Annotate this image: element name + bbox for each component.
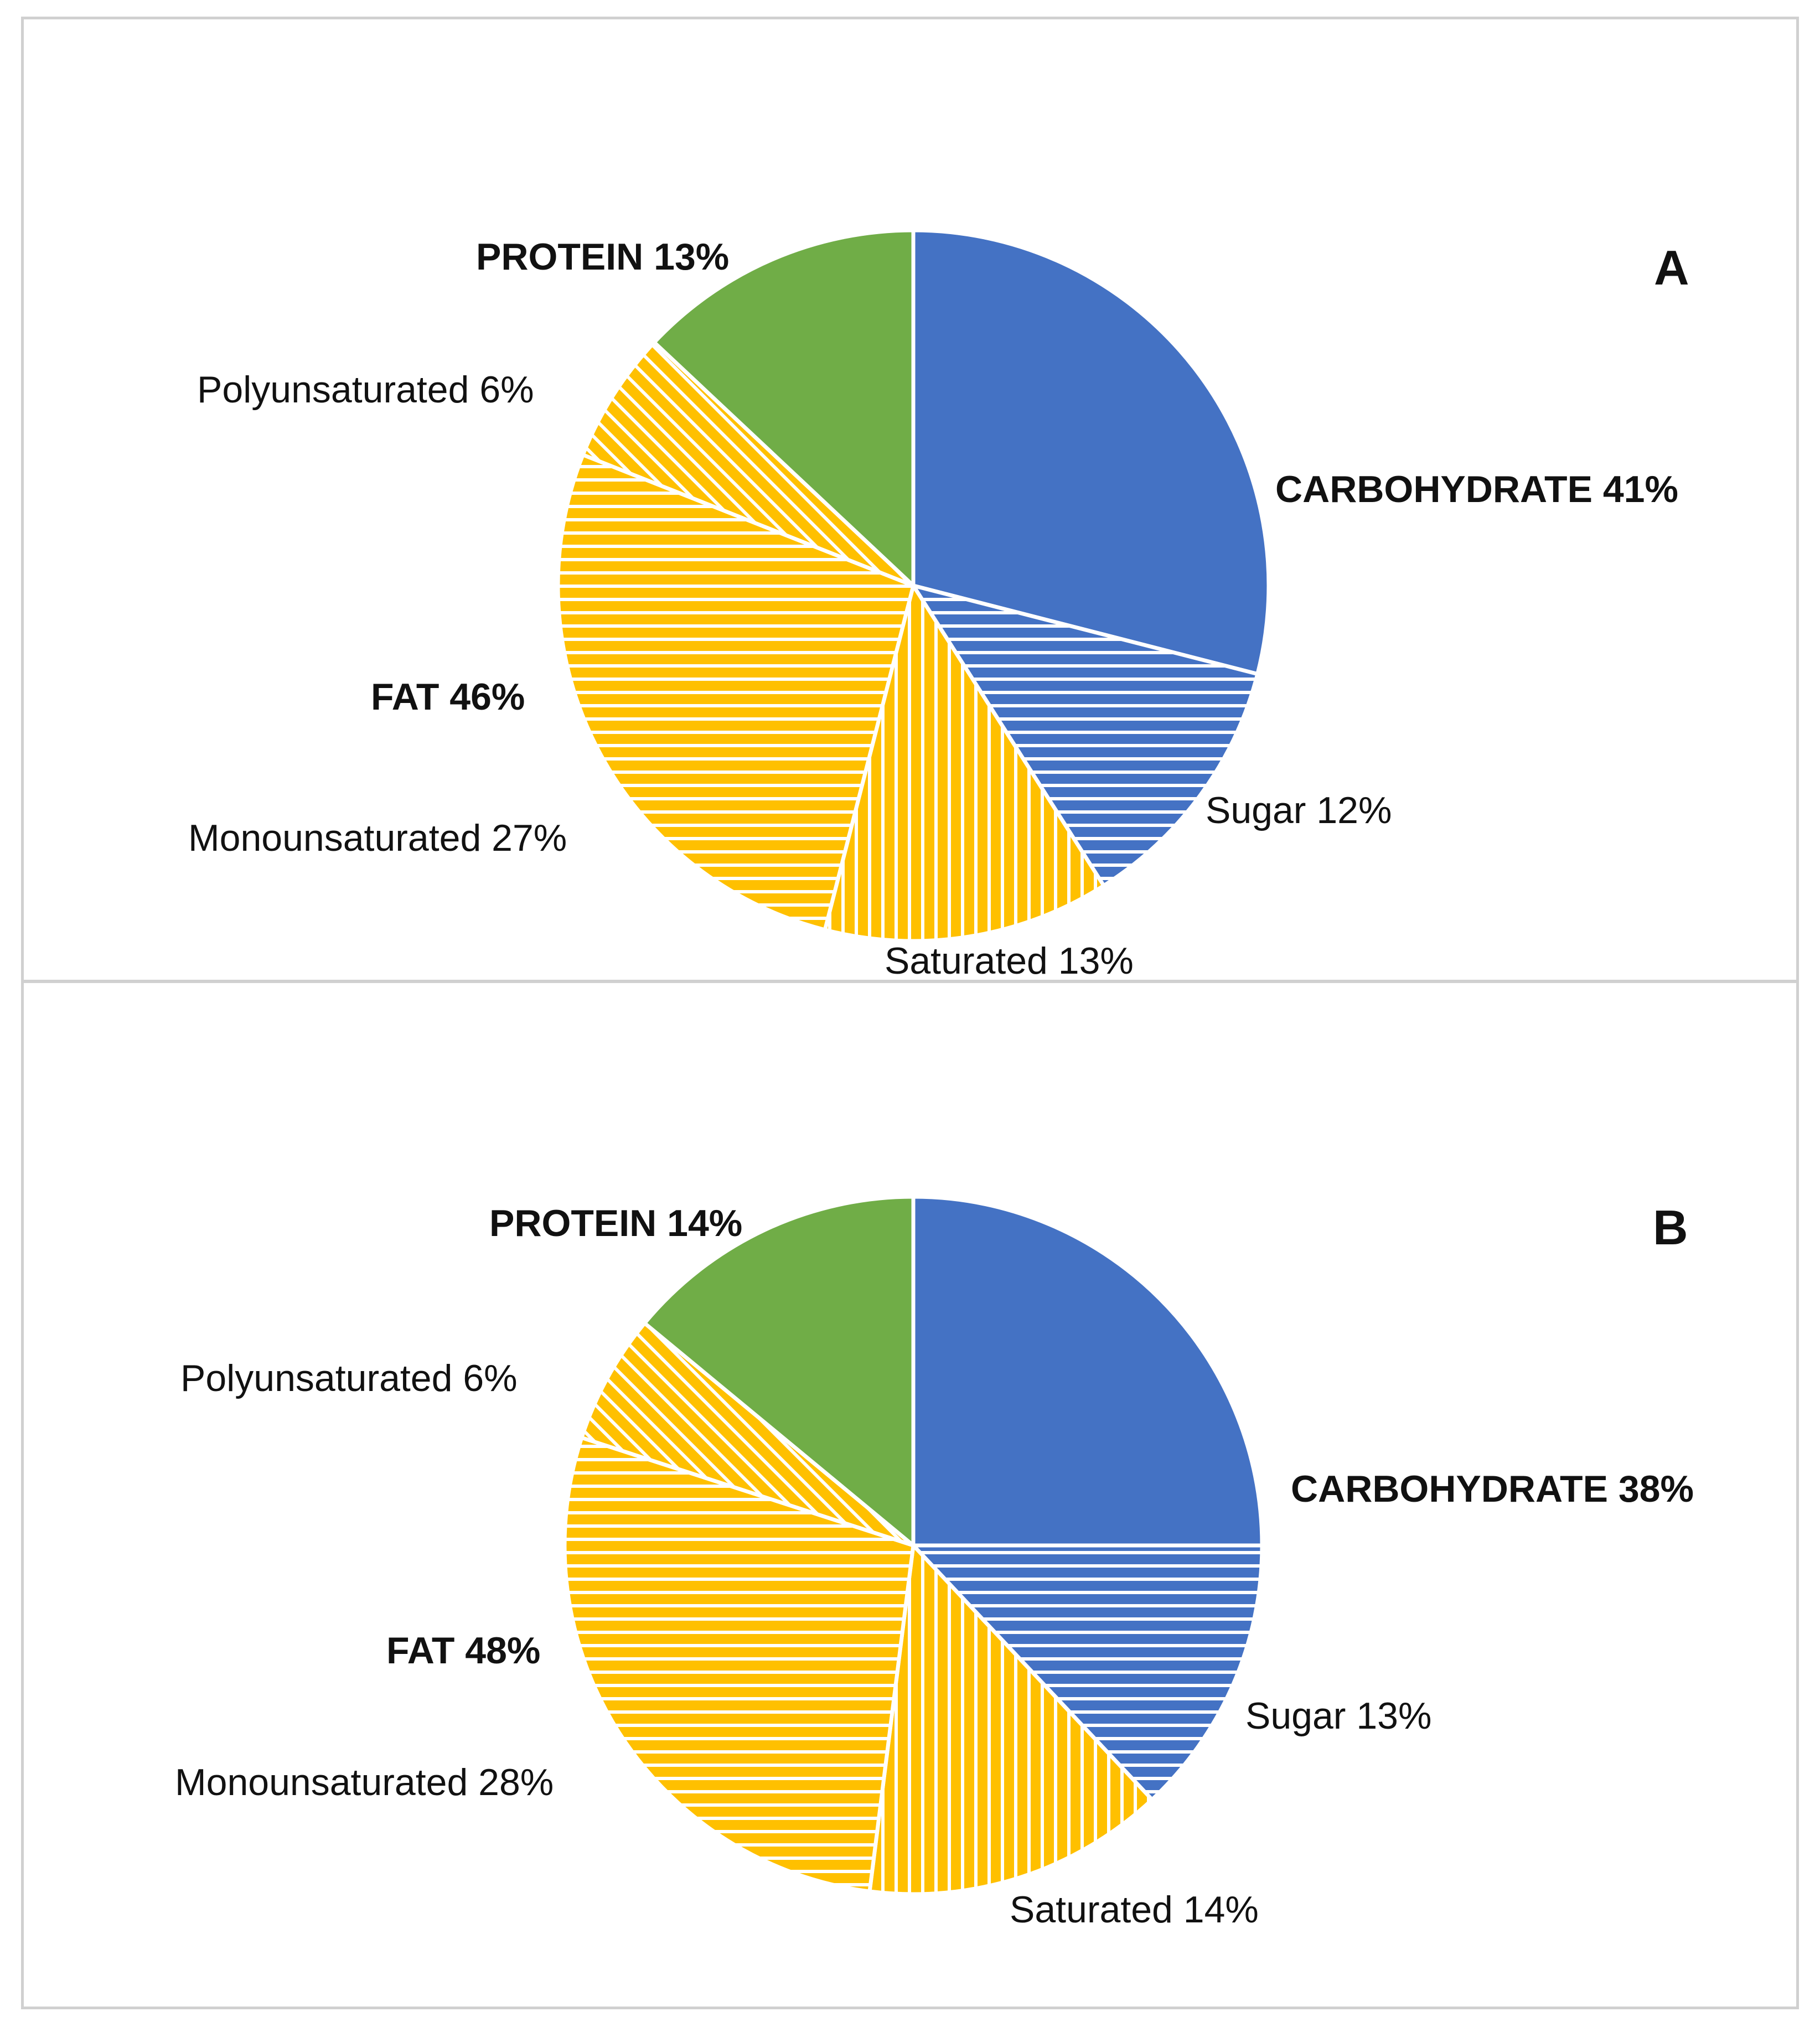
label-fat-a: FAT 46% [371,676,525,718]
label-polyunsaturated-b: Polyunsaturated 6% [180,1357,518,1399]
panel-b: B PROTEIN 14% CARBOHYDRATE 38% FAT 48% P… [21,983,1799,2009]
pie-slice-saturated [867,1543,1154,1896]
pie-slice-protein [652,228,916,588]
label-fat-b: FAT 48% [386,1630,541,1672]
pie-slice-polyunsaturated [581,340,916,588]
label-saturated-a: Saturated 13% [885,940,1134,982]
label-monounsaturated-a: Monounsaturated 27% [188,817,567,859]
label-saturated-b: Saturated 14% [1010,1889,1259,1931]
panel-letter-b: B [1653,1200,1688,1255]
label-sugar-b: Sugar 13% [1245,1695,1432,1737]
label-sugar-a: Sugar 12% [1206,789,1392,831]
pie-slice-protein [643,1195,916,1548]
pie-slice-monounsaturated [562,1435,916,1894]
panel-a: A PROTEIN 13% CARBOHYDRATE 41% FAT 46% P… [21,17,1799,981]
pie-chart-a [556,228,1271,943]
pie-slice-sugar [911,583,1260,888]
panel-letter-a: A [1654,240,1689,295]
pie-chart-b [562,1195,1264,1896]
pie-slice-carbohydrate-other [911,1195,1264,1548]
label-carbohydrate-a: CARBOHYDRATE 41% [1275,468,1678,510]
pie-slice-carbohydrate-other [911,228,1271,676]
label-carbohydrate-b: CARBOHYDRATE 38% [1291,1468,1694,1510]
label-protein-b: PROTEIN 14% [489,1202,743,1244]
pie-slice-polyunsaturated [580,1321,916,1548]
label-protein-a: PROTEIN 13% [476,236,730,278]
pie-slice-saturated [823,583,1106,943]
pie-slice-sugar [911,1543,1264,1802]
panel-divider [21,980,1799,983]
label-monounsaturated-b: Monounsaturated 28% [175,1761,554,1803]
pie-slice-monounsaturated [556,453,916,932]
label-polyunsaturated-a: Polyunsaturated 6% [197,369,534,411]
